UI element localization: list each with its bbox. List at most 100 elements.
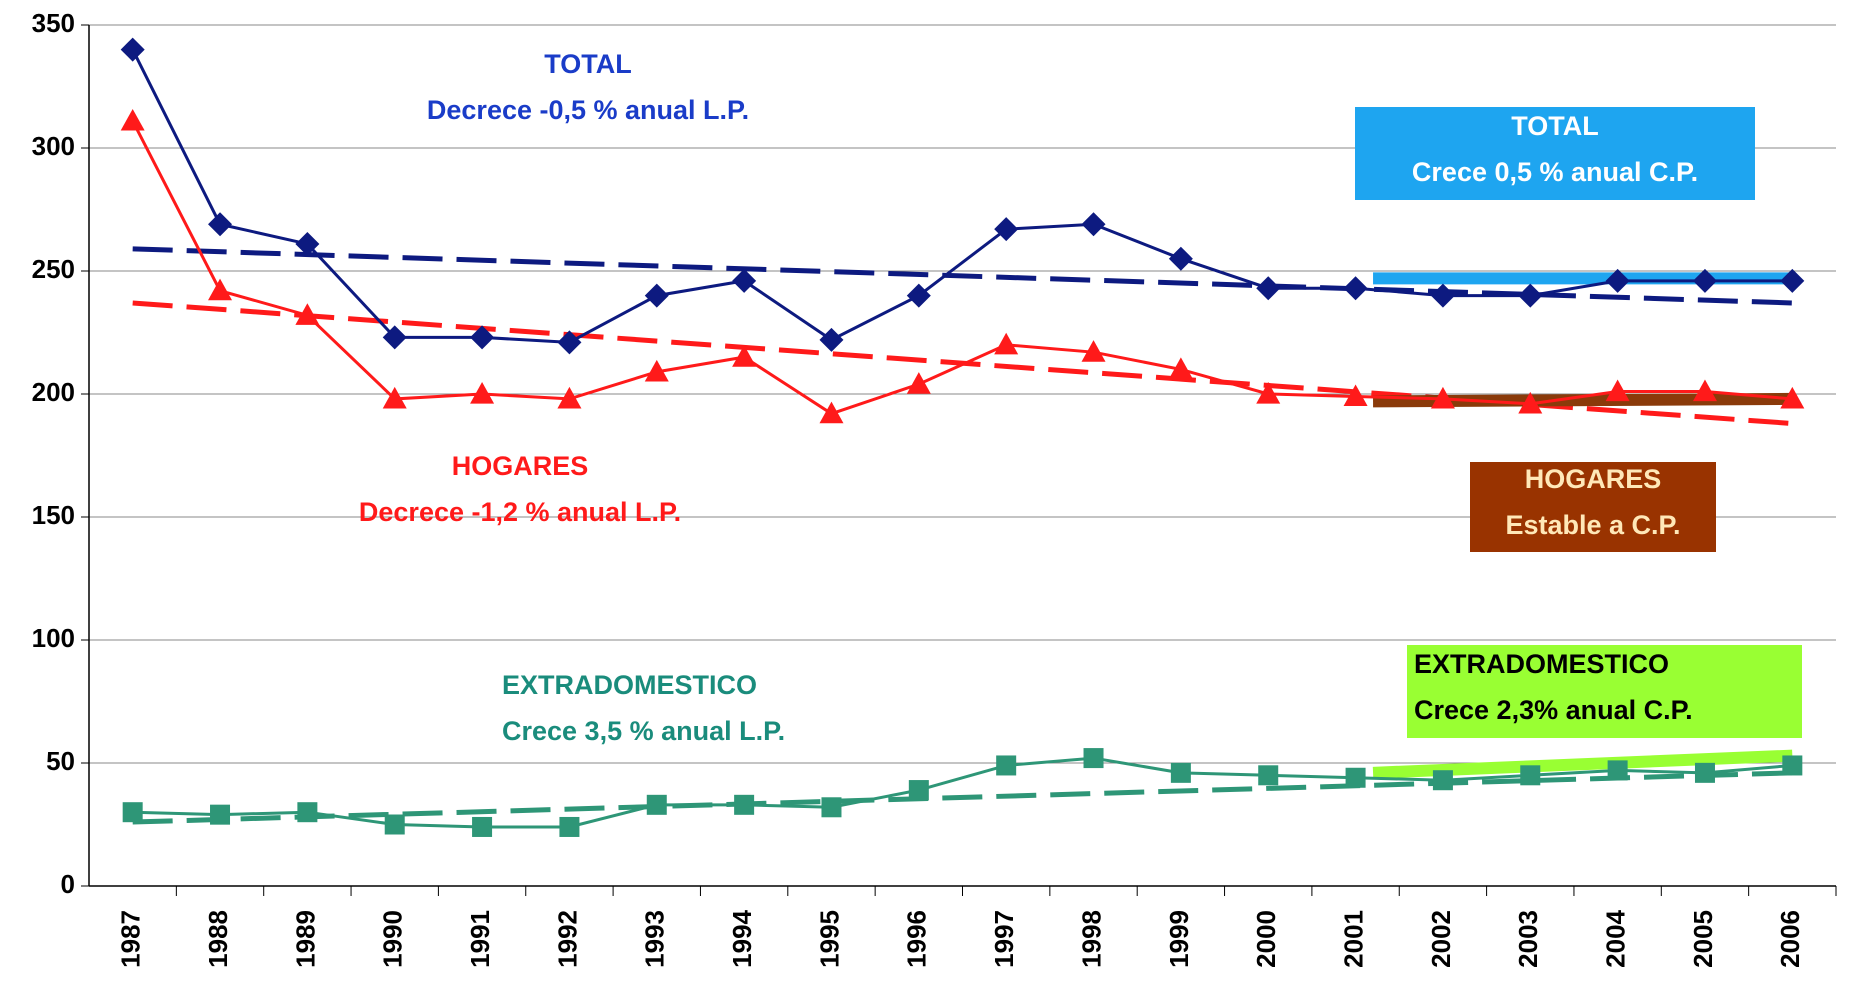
marker	[1780, 386, 1805, 409]
x-tick-label: 2000	[1251, 910, 1281, 968]
marker	[382, 386, 407, 409]
x-tick-label: 1995	[814, 910, 844, 968]
marker	[384, 814, 405, 835]
x-tick-label: 1999	[1164, 910, 1194, 968]
marker	[557, 386, 582, 409]
y-tick-label: 300	[32, 131, 75, 161]
marker	[734, 794, 755, 815]
marker	[821, 797, 842, 818]
marker	[994, 332, 1019, 355]
annotation-box	[1407, 645, 1802, 738]
marker	[557, 330, 582, 355]
annotation: Crece 0,5 % anual C.P.	[1412, 157, 1698, 187]
annotation: EXTRADOMESTICO	[502, 670, 757, 700]
trend-line	[1372, 749, 1793, 779]
x-tick-label: 2004	[1601, 909, 1631, 967]
marker	[996, 755, 1017, 776]
marker	[120, 108, 145, 131]
y-tick-label: 100	[32, 623, 75, 653]
annotation: EXTRADOMESTICO	[1414, 649, 1669, 679]
marker	[470, 382, 495, 404]
annotation-box	[1355, 107, 1755, 200]
x-tick-label: 1997	[989, 910, 1019, 968]
annotation: Decrece -1,2 % anual L.P.	[359, 497, 681, 527]
annotation: HOGARES	[452, 451, 589, 481]
x-tick-label: 1994	[727, 909, 757, 967]
marker	[819, 401, 844, 424]
x-tick-label: 2006	[1775, 910, 1805, 968]
marker	[122, 802, 143, 823]
y-tick-label: 200	[32, 377, 75, 407]
marker	[1081, 340, 1106, 362]
series-line	[131, 120, 1793, 416]
marker	[644, 359, 669, 382]
marker	[470, 325, 495, 350]
marker	[906, 283, 931, 308]
marker	[1345, 767, 1366, 788]
marker	[472, 816, 493, 837]
marker	[208, 278, 233, 301]
annotation-box	[1470, 462, 1716, 552]
marker	[120, 37, 145, 62]
marker	[1343, 384, 1368, 407]
annotation: TOTAL	[1511, 111, 1599, 141]
series-line	[132, 756, 1793, 829]
x-tick-label: 2002	[1426, 910, 1456, 968]
annotation: Crece 3,5 % anual L.P.	[502, 716, 785, 746]
marker	[732, 268, 757, 293]
marker	[1258, 765, 1279, 786]
marker	[1692, 379, 1717, 402]
y-tick-label: 0	[61, 869, 75, 899]
marker	[1168, 357, 1193, 379]
marker	[646, 794, 667, 815]
marker	[906, 372, 931, 394]
marker	[1168, 246, 1193, 271]
annotation: TOTAL	[544, 49, 632, 79]
marker	[644, 283, 669, 308]
series-line	[131, 48, 1793, 344]
x-tick-label: 2005	[1688, 910, 1718, 968]
x-tick-label: 1996	[902, 910, 932, 968]
marker	[295, 303, 320, 325]
y-tick-label: 350	[32, 8, 75, 38]
x-tick-label: 1989	[290, 910, 320, 968]
marker	[1518, 391, 1543, 414]
marker	[732, 345, 757, 367]
x-tick-label: 1990	[378, 910, 408, 968]
marker	[295, 231, 320, 256]
x-tick-label: 1987	[116, 910, 146, 968]
marker	[559, 816, 580, 837]
x-tick-label: 1993	[640, 910, 670, 968]
marker	[1432, 770, 1453, 791]
marker	[1782, 755, 1803, 776]
x-tick-label: 2003	[1513, 910, 1543, 968]
marker	[1694, 762, 1715, 783]
x-tick-label: 1991	[465, 910, 495, 968]
annotation: Estable a C.P.	[1505, 510, 1680, 540]
y-tick-label: 50	[46, 746, 75, 776]
x-tick-label: 1988	[203, 910, 233, 968]
marker	[1256, 276, 1281, 301]
trend-line	[132, 770, 1793, 825]
marker	[1083, 748, 1104, 769]
marker	[1081, 212, 1106, 237]
marker	[1430, 386, 1455, 409]
marker	[1605, 268, 1630, 293]
marker	[297, 802, 318, 823]
x-tick-label: 1998	[1076, 910, 1106, 968]
marker	[1518, 283, 1543, 308]
trend-line	[132, 246, 1793, 306]
annotation: HOGARES	[1525, 464, 1662, 494]
marker	[382, 325, 407, 350]
marker	[908, 780, 929, 801]
marker	[1607, 760, 1628, 781]
x-tick-label: 2001	[1338, 910, 1368, 968]
x-tick-label: 1992	[552, 910, 582, 968]
marker	[1343, 276, 1368, 301]
marker	[1780, 268, 1805, 293]
marker	[1520, 765, 1541, 786]
annotation: Decrece -0,5 % anual L.P.	[427, 95, 749, 125]
y-tick-label: 150	[32, 500, 75, 530]
marker	[1256, 382, 1281, 404]
